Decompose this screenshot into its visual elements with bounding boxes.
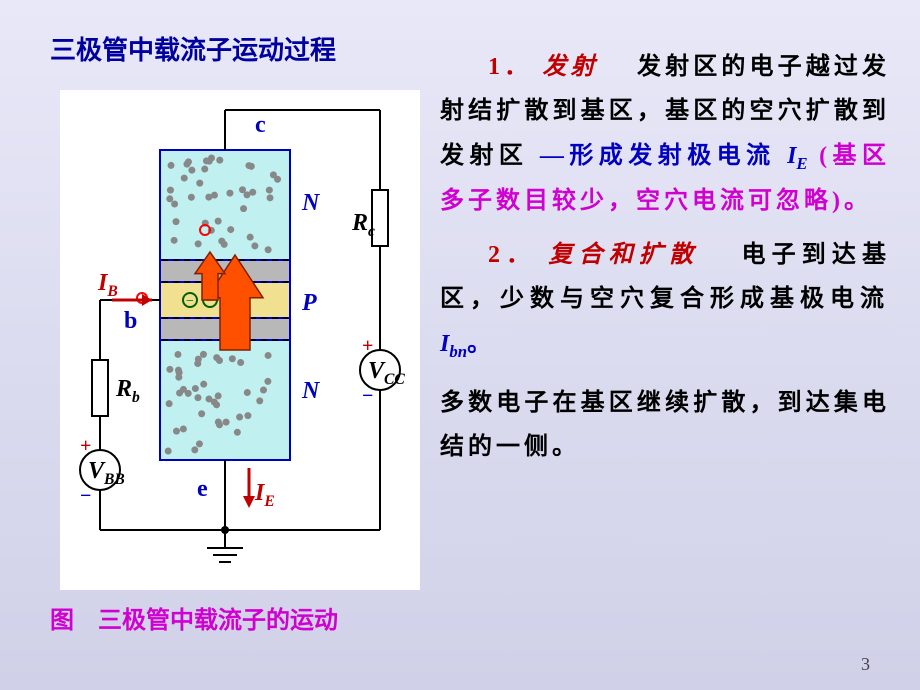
- body-text: 1． 发射 发射区的电子越过发射结扩散到基区，基区的空穴扩散到发射区 —形成发射…: [440, 45, 890, 469]
- circuit-diagram: −−−NPNcbeRcRbVCCVBBIBIE+−+−: [60, 90, 420, 595]
- svg-text:N: N: [301, 378, 321, 404]
- p2-sym: I: [440, 331, 449, 357]
- p1-num: 1．: [488, 54, 532, 80]
- p1-hl: 发射: [542, 54, 598, 80]
- p3: 多数电子在基区继续扩散，到达集电结的一侧。: [440, 390, 890, 460]
- svg-text:b: b: [124, 308, 137, 334]
- slide-title: 三极管中载流子运动过程: [50, 30, 336, 67]
- svg-text:−: −: [362, 385, 373, 407]
- svg-text:P: P: [301, 290, 317, 316]
- p1-sub: E: [796, 154, 807, 173]
- p1-blue: —形成发射极电流: [540, 143, 787, 169]
- p2-hl: 复合和扩散: [548, 242, 699, 268]
- svg-text:e: e: [197, 476, 208, 502]
- svg-text:N: N: [301, 190, 321, 216]
- p2-num: 2．: [488, 242, 536, 268]
- p2-end: 。: [467, 331, 495, 357]
- figure-caption: 图 三极管中载流子的运动: [50, 600, 338, 635]
- svg-text:−: −: [186, 294, 194, 309]
- svg-text:−: −: [80, 485, 91, 507]
- page-number: 3: [861, 654, 870, 675]
- svg-text:c: c: [255, 112, 266, 138]
- svg-text:+: +: [80, 435, 91, 457]
- svg-text:+: +: [362, 335, 373, 357]
- p2-sub: bn: [449, 342, 467, 361]
